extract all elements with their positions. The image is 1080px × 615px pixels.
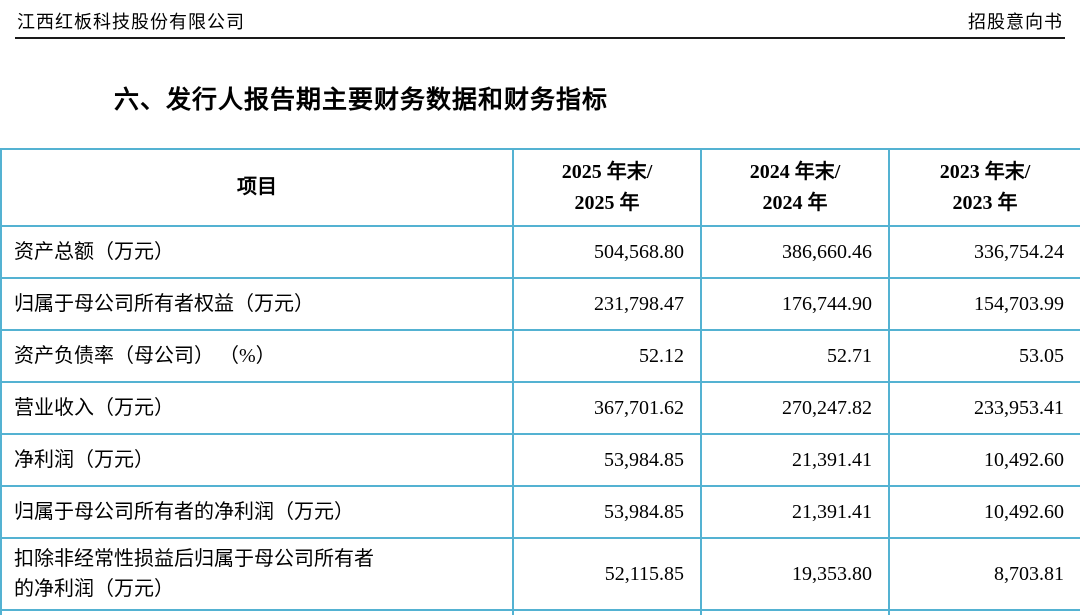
value-cell-2023: 154,703.99 (888, 277, 1080, 331)
value-cell-2023: 10,492.60 (888, 485, 1080, 539)
table-row: 净利润（万元） 53,984.85 21,391.41 10,492.60 (0, 433, 1080, 487)
value-cell-2025: 53,984.85 (512, 433, 702, 487)
item-cell: 资产负债率（母公司） （%） (0, 329, 514, 383)
value-cell-2023: 233,953.41 (888, 381, 1080, 435)
section-title: 六、发行人报告期主要财务数据和财务指标 (114, 87, 609, 114)
table-row: 扣除非经常性损益后归属于母公司所有者 的净利润（万元） 52,115.85 19… (0, 537, 1080, 611)
value-cell-2024: 19,353.80 (700, 537, 890, 611)
item-cell: 净利润（万元） (0, 433, 514, 487)
value-cell-2025: 504,568.80 (512, 225, 702, 279)
value-cell-2024: 270,247.82 (700, 381, 890, 435)
value-cell-2025: 52.12 (512, 329, 702, 383)
table-row: 营业收入（万元） 367,701.62 270,247.82 233,953.4… (0, 381, 1080, 435)
header-cell-2024: 2024 年末/ 2024 年 (700, 148, 890, 227)
item-cell: 扣除非经常性损益后归属于母公司所有者 的净利润（万元） (0, 537, 514, 611)
value-cell-2025: 53,984.85 (512, 485, 702, 539)
table-row: 归属于母公司所有者权益（万元） 231,798.47 176,744.90 15… (0, 277, 1080, 331)
item-cell: 资产总额（万元） (0, 225, 514, 279)
header-cell-2023: 2023 年末/ 2023 年 (888, 148, 1080, 227)
financial-table: 项目 2025 年末/ 2025 年 2024 年末/ 2024 年 2023 … (0, 148, 1080, 615)
item-cell: 归属于母公司所有者权益（万元） (0, 277, 514, 331)
value-cell-2024: 386,660.46 (700, 225, 890, 279)
table-row: 资产负债率（母公司） （%） 52.12 52.71 53.05 (0, 329, 1080, 383)
table-header-row: 项目 2025 年末/ 2025 年 2024 年末/ 2024 年 2023 … (0, 148, 1080, 227)
value-cell-2025: 231,798.47 (512, 277, 702, 331)
value-cell-2023: 336,754.24 (888, 225, 1080, 279)
item-cell: 营业收入（万元） (0, 381, 514, 435)
value-cell-2023: 8,703.81 (888, 537, 1080, 611)
value-cell-2023: 10,492.60 (888, 433, 1080, 487)
item-cell: 归属于母公司所有者的净利润（万元） (0, 485, 514, 539)
table-row-partial (0, 609, 1080, 615)
value-cell-2023: 53.05 (888, 329, 1080, 383)
table-row: 资产总额（万元） 504,568.80 386,660.46 336,754.2… (0, 225, 1080, 279)
item-cell (0, 609, 514, 615)
value-cell-2024: 21,391.41 (700, 433, 890, 487)
value-cell-2025: 367,701.62 (512, 381, 702, 435)
header-cell-2025: 2025 年末/ 2025 年 (512, 148, 702, 227)
value-cell-2025 (512, 609, 702, 615)
header-cell-item: 项目 (0, 148, 514, 227)
document-header: 江西红板科技股份有限公司 招股意向书 (17, 8, 1063, 34)
value-cell-2024: 176,744.90 (700, 277, 890, 331)
table-row: 归属于母公司所有者的净利润（万元） 53,984.85 21,391.41 10… (0, 485, 1080, 539)
value-cell-2024: 21,391.41 (700, 485, 890, 539)
value-cell-2024 (700, 609, 890, 615)
value-cell-2025: 52,115.85 (512, 537, 702, 611)
doc-type-label: 招股意向书 (968, 12, 1063, 32)
header-rule (15, 37, 1065, 39)
company-name: 江西红板科技股份有限公司 (17, 12, 245, 32)
value-cell-2023 (888, 609, 1080, 615)
value-cell-2024: 52.71 (700, 329, 890, 383)
